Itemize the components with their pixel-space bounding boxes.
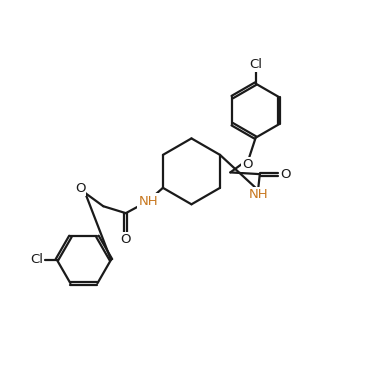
Text: Cl: Cl	[249, 58, 262, 71]
Text: Cl: Cl	[30, 253, 43, 266]
Text: O: O	[121, 233, 131, 246]
Text: O: O	[280, 168, 291, 181]
Text: NH: NH	[248, 188, 268, 201]
Text: O: O	[75, 182, 85, 195]
Text: O: O	[243, 158, 253, 171]
Text: NH: NH	[138, 195, 158, 207]
